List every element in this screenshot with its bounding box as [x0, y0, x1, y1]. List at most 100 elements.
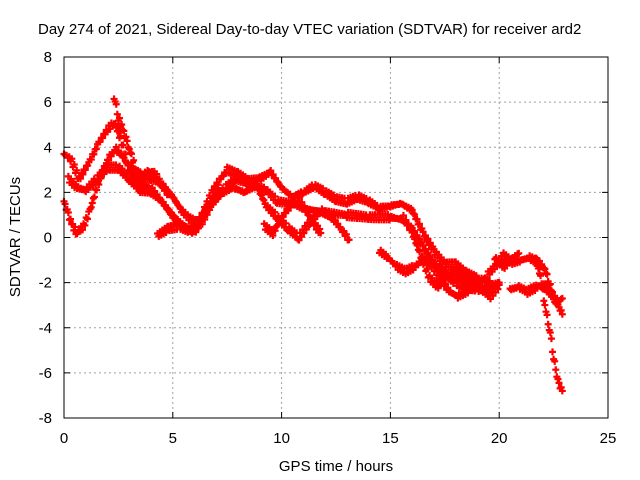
data-point — [384, 210, 392, 218]
data-point — [78, 226, 86, 234]
data-point — [120, 154, 128, 162]
x-tick-label: 15 — [382, 430, 399, 447]
data-point — [444, 284, 452, 292]
data-point — [544, 320, 552, 328]
data-point — [127, 150, 135, 158]
data-point — [73, 166, 81, 174]
data-point — [70, 161, 78, 169]
series-arc-4 — [110, 95, 172, 199]
data-point — [260, 183, 268, 191]
y-tick-label: 2 — [44, 184, 52, 201]
data-point — [362, 195, 370, 203]
data-point — [269, 231, 277, 239]
data-point — [207, 194, 215, 202]
data-point — [434, 268, 442, 276]
data-point — [429, 260, 437, 268]
data-point — [558, 294, 566, 302]
data-point — [267, 167, 275, 175]
data-point — [162, 185, 170, 193]
x-tick-label: 5 — [169, 430, 177, 447]
data-point — [64, 208, 72, 216]
data-point — [317, 229, 325, 237]
data-point — [192, 222, 200, 230]
series-arc-5 — [154, 173, 353, 244]
data-point — [142, 172, 150, 180]
chart-title: Day 274 of 2021, Sidereal Day-to-day VTE… — [38, 21, 581, 38]
data-point — [549, 348, 557, 356]
data-point — [123, 137, 131, 145]
data-point — [71, 223, 79, 231]
y-tick-label: -4 — [39, 320, 52, 337]
data-point — [431, 264, 439, 272]
data-point — [515, 249, 523, 257]
data-point — [162, 229, 170, 237]
data-point — [421, 231, 429, 239]
data-point — [295, 194, 303, 202]
data-point — [194, 218, 202, 226]
data-point — [558, 310, 566, 318]
data-point — [78, 169, 86, 177]
data-point — [96, 138, 104, 146]
data-point — [81, 221, 89, 229]
data-points — [60, 95, 566, 395]
series-arc-7 — [260, 190, 325, 239]
data-point — [491, 265, 499, 273]
x-tick-label: 20 — [491, 430, 508, 447]
x-tick-label: 0 — [60, 430, 68, 447]
data-point — [345, 236, 353, 244]
series-arc-11 — [532, 254, 566, 395]
data-point — [300, 202, 308, 210]
data-point — [426, 252, 434, 260]
data-point — [413, 241, 421, 249]
data-point — [426, 239, 434, 247]
data-point — [155, 175, 163, 183]
data-point — [416, 248, 424, 256]
data-point — [232, 172, 240, 180]
data-point — [81, 166, 89, 174]
data-point — [199, 211, 207, 219]
grid — [64, 57, 608, 418]
data-point — [164, 191, 172, 199]
series-arc-12 — [506, 280, 566, 307]
y-tick-label: -2 — [39, 275, 52, 292]
data-point — [551, 357, 559, 365]
data-point — [408, 229, 416, 237]
data-point — [130, 156, 138, 164]
series-arc-13 — [491, 249, 523, 272]
data-point — [82, 214, 90, 222]
data-point — [411, 235, 419, 243]
series-arc-9 — [399, 211, 503, 303]
data-point — [68, 155, 76, 163]
data-point — [269, 170, 277, 178]
data-point — [408, 206, 416, 214]
data-point — [404, 221, 412, 229]
data-point — [79, 170, 87, 178]
axis-ticks: 0 5 10 15 20 25 -8 -6 -4 -2 0 2 4 6 8 — [39, 49, 617, 447]
data-point — [342, 230, 350, 238]
data-point — [467, 277, 475, 285]
data-point — [120, 127, 128, 135]
data-point — [419, 228, 427, 236]
y-tick-label: 0 — [44, 230, 52, 247]
data-point — [552, 366, 560, 374]
data-point — [415, 220, 423, 228]
data-point — [300, 229, 308, 237]
y-tick-label: 8 — [44, 49, 52, 66]
data-point — [424, 249, 432, 257]
data-point — [260, 196, 268, 204]
y-tick-label: 4 — [44, 139, 52, 156]
data-point — [532, 254, 540, 262]
data-point — [419, 241, 427, 249]
x-tick-label: 10 — [273, 430, 290, 447]
data-point — [282, 219, 290, 227]
data-point — [255, 186, 263, 194]
data-point — [494, 285, 502, 293]
x-axis-label: GPS time / hours — [279, 458, 393, 475]
data-point — [277, 217, 285, 225]
data-point — [424, 235, 432, 243]
data-point — [153, 170, 161, 178]
data-point — [413, 231, 421, 239]
data-point — [319, 184, 327, 192]
data-point — [112, 161, 120, 169]
